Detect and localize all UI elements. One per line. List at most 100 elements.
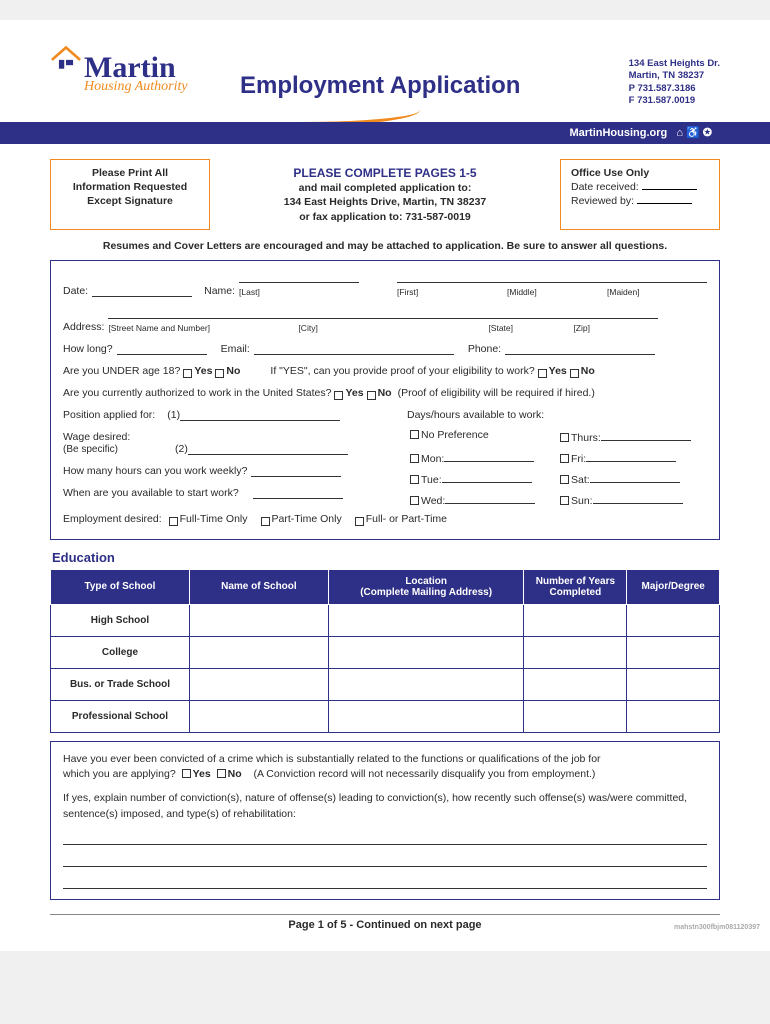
date-label: Date: (63, 285, 88, 297)
state-input[interactable] (488, 307, 573, 319)
address-label: Address: (63, 321, 104, 333)
proof-no-checkbox[interactable] (570, 369, 579, 378)
under18-no-checkbox[interactable] (215, 369, 224, 378)
hoursweek-label: How many hours can you work weekly? (63, 465, 247, 477)
position1-input[interactable] (180, 409, 340, 421)
sun-input[interactable] (593, 492, 683, 504)
thu-input[interactable] (601, 429, 691, 441)
addr-fax: F 731.587.0019 (629, 95, 720, 107)
applicant-info-panel: Date: Name: [Last] [First] [Middle] [Mai… (50, 260, 720, 540)
tue-input[interactable] (442, 471, 532, 483)
logo-text: Martin (84, 54, 230, 81)
edu-cell[interactable] (189, 700, 328, 732)
org-address: 134 East Heights Dr. Martin, TN 38237 P … (629, 58, 720, 107)
startwork-input[interactable] (253, 487, 343, 499)
page-indicator: Page 1 of 5 - Continued on next page (288, 919, 481, 931)
name-middle-input[interactable] (507, 271, 607, 283)
name-first-input[interactable] (397, 271, 507, 283)
position2-input[interactable] (188, 443, 348, 455)
tue-checkbox[interactable] (410, 475, 419, 484)
edu-cell[interactable] (627, 604, 720, 636)
conviction-panel: Have you ever been convicted of a crime … (50, 741, 720, 900)
edu-cell[interactable] (524, 636, 627, 668)
name-last-input[interactable] (239, 271, 359, 283)
house-icon (48, 44, 84, 74)
nopref-checkbox[interactable] (410, 430, 419, 439)
conviction-line1[interactable] (63, 831, 707, 845)
edu-cell[interactable] (328, 636, 524, 668)
fri-input[interactable] (586, 450, 676, 462)
edu-cell[interactable] (627, 700, 720, 732)
doc-id: mahstn300fbjm081120397 (674, 924, 760, 931)
conviction-note: (A Conviction record will not necessaril… (253, 768, 595, 780)
edu-cell[interactable] (328, 604, 524, 636)
name-label: Name: (204, 285, 235, 297)
street-input[interactable] (108, 307, 298, 319)
education-table: Type of School Name of School Location(C… (50, 569, 720, 733)
city-input[interactable] (298, 307, 488, 319)
sat-checkbox[interactable] (560, 475, 569, 484)
accessibility-icons: ⌂ ♿ ✪ (676, 122, 712, 144)
wed-checkbox[interactable] (410, 496, 419, 505)
table-row: High School (51, 604, 720, 636)
howlong-label: How long? (63, 343, 113, 355)
edu-cell[interactable] (524, 700, 627, 732)
auth-yes-checkbox[interactable] (334, 391, 343, 400)
date-received-field[interactable] (642, 180, 697, 190)
wage-label: Wage desired: (63, 431, 130, 443)
parttime-checkbox[interactable] (261, 517, 270, 526)
fri-checkbox[interactable] (560, 454, 569, 463)
under18-question: Are you UNDER age 18? (63, 365, 180, 377)
table-row: Professional School (51, 700, 720, 732)
sat-input[interactable] (590, 471, 680, 483)
conviction-explain: If yes, explain number of conviction(s),… (63, 791, 707, 823)
conviction-q-line1: Have you ever been convicted of a crime … (63, 752, 707, 768)
email-label: Email: (221, 343, 250, 355)
phone-label: Phone: (468, 343, 501, 355)
under18-yes-checkbox[interactable] (183, 369, 192, 378)
edu-cell[interactable] (189, 668, 328, 700)
either-checkbox[interactable] (355, 517, 364, 526)
edu-cell[interactable] (627, 636, 720, 668)
days-label: Days/hours available to work: (407, 409, 707, 421)
edu-cell[interactable] (524, 668, 627, 700)
fulltime-checkbox[interactable] (169, 517, 178, 526)
phone-input[interactable] (505, 343, 655, 355)
conviction-line2[interactable] (63, 853, 707, 867)
howlong-input[interactable] (117, 343, 207, 355)
startwork-label: When are you available to start work? (63, 487, 239, 499)
conviction-line3[interactable] (63, 875, 707, 889)
edu-cell[interactable] (328, 700, 524, 732)
proof-yes-checkbox[interactable] (538, 369, 547, 378)
edu-col-type: Type of School (51, 569, 190, 604)
edu-col-location: Location(Complete Mailing Address) (328, 569, 524, 604)
conviction-yes-checkbox[interactable] (182, 769, 191, 778)
zip-input[interactable] (573, 307, 658, 319)
addr-phone: P 731.587.3186 (629, 83, 720, 95)
resume-note: Resumes and Cover Letters are encouraged… (50, 240, 720, 252)
edu-cell[interactable] (189, 636, 328, 668)
website: MartinHousing.org (569, 127, 667, 139)
conviction-no-checkbox[interactable] (217, 769, 226, 778)
date-input[interactable] (92, 285, 192, 297)
reviewed-by-field[interactable] (637, 194, 692, 204)
thu-checkbox[interactable] (560, 433, 569, 442)
mon-input[interactable] (444, 450, 534, 462)
addr-line2: Martin, TN 38237 (629, 70, 720, 82)
hoursweek-input[interactable] (251, 465, 341, 477)
table-row: Bus. or Trade School (51, 668, 720, 700)
edu-cell[interactable] (189, 604, 328, 636)
edu-cell[interactable] (328, 668, 524, 700)
wed-input[interactable] (445, 492, 535, 504)
edu-col-name: Name of School (189, 569, 328, 604)
print-instruction-box: Please Print All Information Requested E… (50, 159, 210, 230)
mon-checkbox[interactable] (410, 454, 419, 463)
edu-cell[interactable] (627, 668, 720, 700)
name-maiden-input[interactable] (607, 271, 707, 283)
header: Martin Housing Authority Employment Appl… (50, 50, 720, 145)
email-input[interactable] (254, 343, 454, 355)
edu-cell[interactable] (524, 604, 627, 636)
brand-bar: MartinHousing.org ⌂ ♿ ✪ (0, 122, 770, 144)
auth-no-checkbox[interactable] (367, 391, 376, 400)
sun-checkbox[interactable] (560, 496, 569, 505)
